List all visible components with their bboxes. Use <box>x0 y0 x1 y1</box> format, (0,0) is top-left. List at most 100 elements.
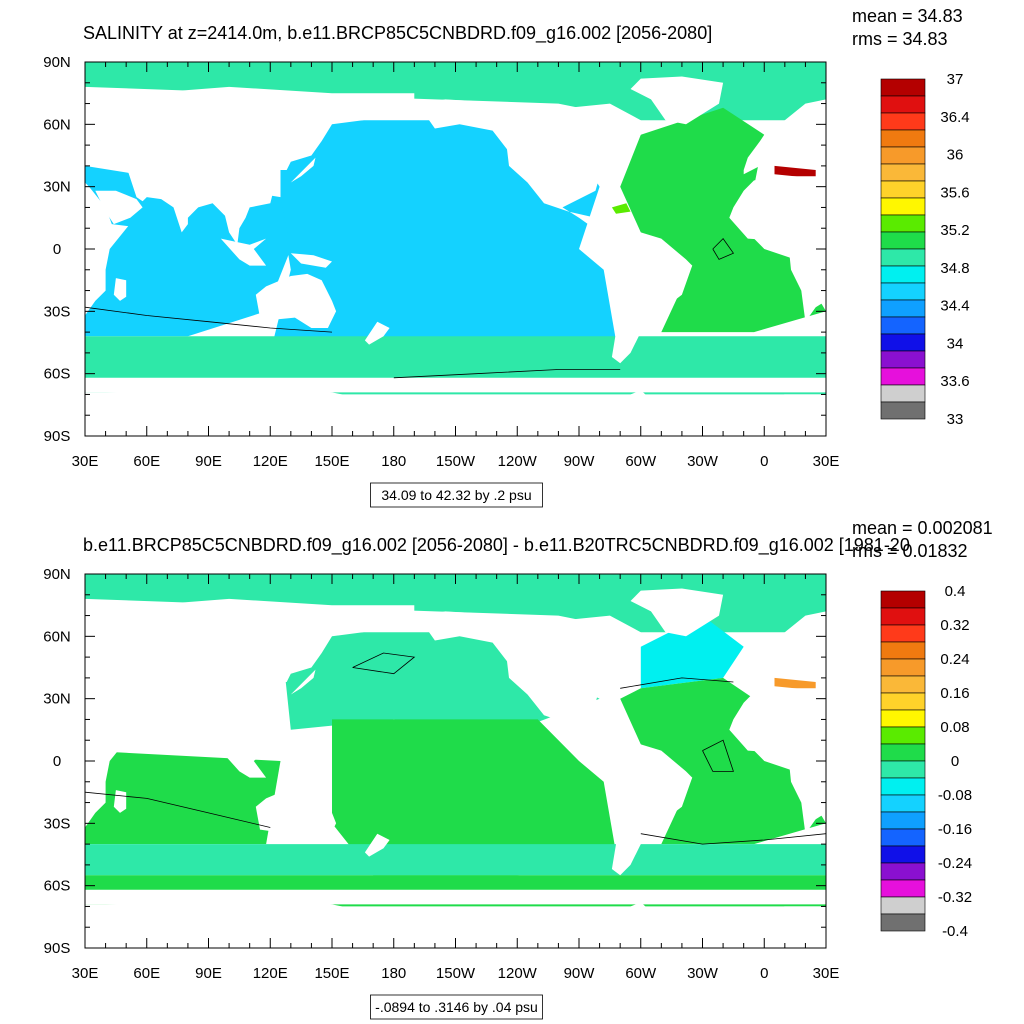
colorbar-box <box>880 658 926 677</box>
x-tick-label: 30W <box>687 965 719 982</box>
colorbar-box <box>880 248 926 267</box>
x-tick-label: 120W <box>498 453 538 470</box>
x-tick-label: 60W <box>625 965 657 982</box>
x-tick-label: 120E <box>253 453 288 470</box>
colorbar-label: -0.24 <box>938 855 972 872</box>
colorbar-box <box>880 78 926 97</box>
colorbar-box <box>880 384 926 403</box>
colorbar-label: 0.32 <box>940 617 969 634</box>
colorbar-box <box>880 896 926 915</box>
chart-title: SALINITY at z=2414.0m, b.e11.BRCP85C5CNB… <box>83 23 712 44</box>
x-tick-label: 30E <box>72 965 99 982</box>
antarctic-shelf-mask <box>85 377 826 393</box>
contour-info-box <box>370 994 543 1020</box>
y-tick-label: 60S <box>44 878 71 895</box>
colorbar-box <box>880 913 926 932</box>
region-north-atlantic <box>640 615 744 689</box>
colorbar-box <box>880 299 926 318</box>
x-tick-label: 90E <box>195 965 222 982</box>
x-tick-label: 150W <box>436 453 476 470</box>
x-tick-label: 150E <box>314 965 349 982</box>
contour-info-label: -.0894 to .3146 by .04 psu <box>375 999 538 1015</box>
y-tick-label: 30N <box>43 179 71 196</box>
land-mask <box>290 253 332 268</box>
colorbar-label: -0.32 <box>938 889 972 906</box>
y-tick-label: 90S <box>44 940 71 957</box>
x-tick-label: 90W <box>564 453 596 470</box>
land-mask <box>85 62 415 245</box>
contour-line <box>85 306 333 333</box>
colorbar-label: 33.6 <box>940 373 969 390</box>
colorbar-label: 36 <box>947 147 964 164</box>
colorbar-label: 35.6 <box>940 184 969 201</box>
y-tick-label: 30S <box>44 303 71 320</box>
colorbar-box <box>880 743 926 762</box>
stat-mean: mean = 34.83 <box>852 6 963 26</box>
map-area <box>85 62 826 436</box>
contour-line <box>352 652 416 675</box>
land-mask <box>85 694 129 828</box>
land-mask <box>743 99 826 175</box>
land-mask <box>85 182 129 316</box>
contour-line <box>393 369 621 379</box>
y-tick-label: 30S <box>44 815 71 832</box>
colorbar-label: 35.2 <box>940 222 969 239</box>
contour-line <box>85 791 271 828</box>
x-tick-label: 150W <box>436 965 476 982</box>
contour-info-box <box>370 482 543 508</box>
colorbar-box <box>880 590 926 609</box>
region-mediterranean-outflow <box>774 677 816 691</box>
land-mask <box>220 750 267 778</box>
x-tick-label: 30E <box>813 453 840 470</box>
colorbar-box <box>880 163 926 182</box>
panel-2: 30E 60E 90E 120E 150E 180 150W 120W 90W 60W 30W 0 30… <box>43 518 993 1020</box>
contour-line <box>620 677 734 689</box>
colorbar-box <box>880 624 926 643</box>
land-mask <box>255 785 337 840</box>
y-tick-label: 90N <box>43 566 71 583</box>
colorbar-box <box>880 95 926 114</box>
contour-info-label: 34.09 to 42.32 by .2 psu <box>381 487 531 503</box>
panel-1: 30E 60E 90E 120E 150E 180 150W 120W 90W 60W 30W 0 30… <box>43 6 970 508</box>
y-tick-label: 60S <box>44 366 71 383</box>
colorbar-label: -0.4 <box>942 923 968 940</box>
colorbar-label: 36.4 <box>940 109 969 126</box>
colorbar-box <box>880 350 926 369</box>
y-tick-label: 30N <box>43 691 71 708</box>
land-mask <box>729 688 826 834</box>
colorbar-box <box>880 197 926 216</box>
colorbar-box <box>880 112 926 131</box>
region-atlantic-basin <box>620 677 826 845</box>
colorbar-label: -0.16 <box>938 821 972 838</box>
colorbar-box <box>880 316 926 335</box>
x-tick-label: 180 <box>381 965 406 982</box>
x-tick-label: 30W <box>687 453 719 470</box>
land-mask <box>85 574 415 757</box>
colorbar-label: 34.4 <box>940 298 969 315</box>
colorbar-label: 37 <box>947 71 964 88</box>
colorbar-box <box>880 828 926 847</box>
colorbar-box <box>880 607 926 626</box>
x-tick-label: 30E <box>813 965 840 982</box>
x-tick-label: 60E <box>133 453 160 470</box>
land-mask <box>290 765 332 780</box>
panels-container: 30E 60E 90E 120E 150E 180 150W 120W 90W 60W 30W 0 30… <box>43 6 993 1020</box>
contour-line <box>712 237 735 260</box>
y-tick-label: 0 <box>53 753 61 770</box>
colorbar-box <box>880 675 926 694</box>
y-tick-label: 60N <box>43 116 71 133</box>
colorbar-box <box>880 692 926 711</box>
region-atlantic-basin <box>620 107 826 333</box>
land-mask <box>255 273 337 328</box>
colorbar-box <box>880 709 926 728</box>
land-mask <box>290 669 316 695</box>
contour-line <box>640 833 826 845</box>
chart-title: b.e11.BRCP85C5CNBDRD.f09_g16.002 [2056-2… <box>83 535 910 556</box>
x-tick-label: 150E <box>314 453 349 470</box>
stat-mean: mean = 0.002081 <box>852 518 993 538</box>
x-tick-label: 30E <box>72 453 99 470</box>
y-tick-label: 60N <box>43 628 71 645</box>
colorbar-box <box>880 367 926 386</box>
colorbar-box <box>880 129 926 148</box>
